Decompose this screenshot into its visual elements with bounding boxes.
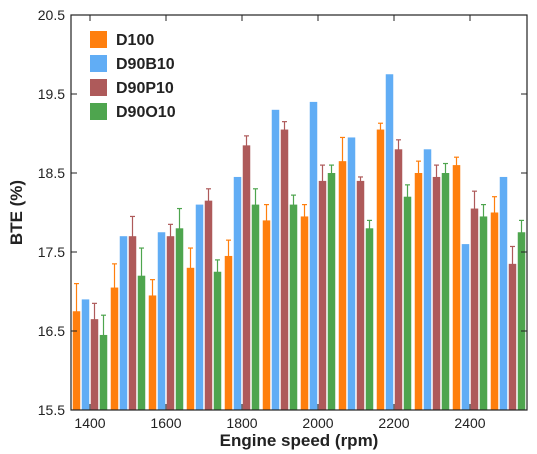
x-axis-title: Engine speed (rpm) <box>220 431 379 450</box>
bar-d100-1800 <box>224 255 233 410</box>
bar-d90o10-2500 <box>517 232 526 410</box>
bar-d90b10-1500 <box>119 236 128 410</box>
bar-d90o10-2200 <box>403 196 412 410</box>
bar-d100-2500 <box>490 212 499 410</box>
bars-layer <box>72 74 526 411</box>
bar-d90p10-1500 <box>128 236 137 410</box>
bar-d90o10-2100 <box>365 228 374 410</box>
x-tick-label: 1800 <box>226 415 257 431</box>
legend: D100 D90B10 D90P10 D90O10 <box>90 31 176 121</box>
bar-d100-1500 <box>110 287 119 410</box>
x-tick-label: 1400 <box>74 415 105 431</box>
bar-d90p10-1900 <box>280 129 289 411</box>
bar-d90b10-2200 <box>385 74 394 410</box>
x-tick-label: 2400 <box>454 415 485 431</box>
bar-d90b10-2500 <box>499 176 508 410</box>
y-tick-label: 15.5 <box>38 402 65 418</box>
bar-d90p10-2300 <box>432 176 441 410</box>
bar-d100-1400 <box>72 311 81 410</box>
y-tick-label: 18.5 <box>38 165 65 181</box>
y-tick-label: 17.5 <box>38 244 65 260</box>
legend-label-d100: D100 <box>116 32 154 49</box>
bar-d90p10-1600 <box>166 236 175 410</box>
bar-d90b10-2400 <box>461 244 470 410</box>
plot-frame <box>70 14 528 411</box>
axes-layer <box>70 14 528 411</box>
bar-d90p10-2000 <box>318 180 327 410</box>
bar-d90b10-2300 <box>423 149 432 411</box>
x-tick-label: 1600 <box>150 415 181 431</box>
legend-label-d90o10: D90O10 <box>116 104 176 121</box>
bar-d90b10-1600 <box>157 232 166 410</box>
y-tick-label: 19.5 <box>38 86 65 102</box>
bar-d90p10-1800 <box>242 145 251 410</box>
bar-d100-1600 <box>148 295 157 410</box>
bar-d90b10-1700 <box>195 204 204 410</box>
bar-d90p10-2400 <box>470 208 479 410</box>
ticks-layer: 15.5 16.5 17.5 18.5 19.5 20.5 1400 1600 1800 2000… <box>38 7 527 431</box>
legend-label-d90b10: D90B10 <box>116 56 175 73</box>
bar-d90p10-1400 <box>90 319 99 410</box>
errorbar-layer <box>74 121 524 355</box>
bar-d100-2100 <box>338 161 347 410</box>
legend-swatch-d90p10 <box>90 79 107 96</box>
bar-d90b10-2000 <box>309 101 318 411</box>
bar-d90p10-2100 <box>356 180 365 410</box>
bar-d90o10-2000 <box>327 173 336 410</box>
bar-d90o10-1800 <box>251 204 260 410</box>
x-tick-label: 2000 <box>302 415 333 431</box>
legend-swatch-d100 <box>90 31 107 48</box>
bar-d100-2000 <box>300 216 309 410</box>
bar-d90p10-2200 <box>394 149 403 411</box>
bar-d90o10-1700 <box>213 271 222 410</box>
bar-d90o10-1600 <box>175 228 184 410</box>
bar-d90p10-1700 <box>204 200 213 410</box>
bar-d100-1700 <box>186 267 195 410</box>
legend-label-d90p10: D90P10 <box>116 80 174 97</box>
y-axis-title: BTE (%) <box>7 180 26 245</box>
bar-d90b10-1800 <box>233 176 242 410</box>
bar-d90o10-1400 <box>99 334 108 410</box>
bar-d90o10-1500 <box>137 275 146 410</box>
y-tick-label: 20.5 <box>38 7 65 23</box>
bar-d100-2200 <box>376 129 385 411</box>
bar-d90o10-1900 <box>289 204 298 410</box>
bar-d100-2400 <box>452 165 461 410</box>
bar-d100-2300 <box>414 173 423 410</box>
y-tick-label: 16.5 <box>38 323 65 339</box>
bar-d100-1900 <box>262 220 271 410</box>
bar-d90o10-2400 <box>479 216 488 410</box>
bar-d90o10-2300 <box>441 173 450 410</box>
x-tick-label: 2200 <box>378 415 409 431</box>
legend-swatch-d90b10 <box>90 55 107 72</box>
bar-d90b10-1400 <box>81 299 90 410</box>
legend-swatch-d90o10 <box>90 103 107 120</box>
bar-d90b10-2100 <box>347 137 356 410</box>
bar-d90b10-1900 <box>271 109 280 411</box>
bar-d90p10-2500 <box>508 263 517 410</box>
